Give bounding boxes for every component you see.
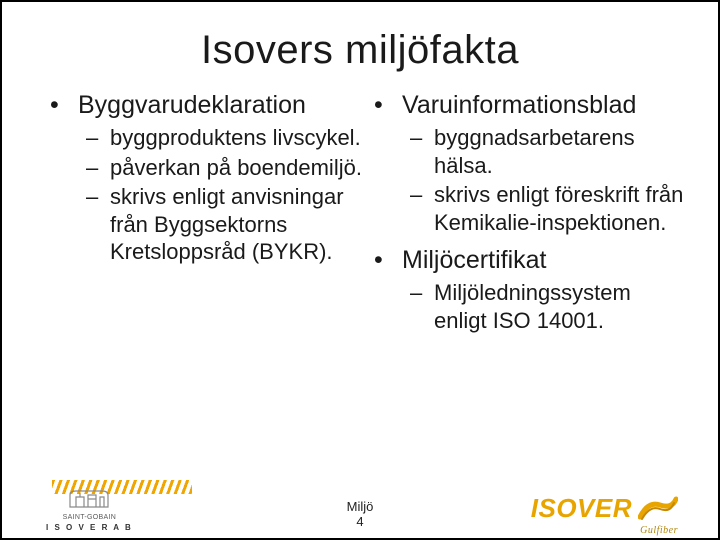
page-label: Miljö 4 xyxy=(347,500,374,530)
saint-gobain-logo: SAINT-GOBAIN I S O V E R A B xyxy=(46,487,133,532)
left-heading: Byggvarudeklaration byggproduktens livsc… xyxy=(50,91,364,266)
right-a-sublist: byggnadsarbetarens hälsa. skrivs enligt … xyxy=(402,124,688,236)
right-column: Varuinformationsblad byggnadsarbetarens … xyxy=(374,91,688,344)
left-item-0: byggproduktens livscykel. xyxy=(78,124,364,152)
right-b-heading: Miljöcertifikat Miljöledningssystem enli… xyxy=(374,246,688,334)
left-list: Byggvarudeklaration byggproduktens livsc… xyxy=(50,91,364,266)
content-area: Byggvarudeklaration byggproduktens livsc… xyxy=(2,91,718,344)
left-item-2: skrivs enligt anvisningar från Byggsekto… xyxy=(78,183,364,266)
isover-wordmark: ISOVER xyxy=(531,493,632,524)
saint-gobain-text: SAINT-GOBAIN xyxy=(63,514,116,521)
left-heading-text: Byggvarudeklaration xyxy=(78,91,306,119)
right-a-item-0: byggnadsarbetarens hälsa. xyxy=(402,124,688,179)
isover-ab-text: I S O V E R A B xyxy=(46,523,133,532)
right-b-heading-text: Miljöcertifikat xyxy=(402,246,546,274)
left-item-1: påverkan på boendemiljö. xyxy=(78,154,364,182)
left-sublist: byggproduktens livscykel. påverkan på bo… xyxy=(78,124,364,266)
slide-title: Isovers miljöfakta xyxy=(2,2,718,91)
gulfiber-text: Gulfiber xyxy=(640,525,678,536)
right-b-sublist: Miljöledningssystem enligt ISO 14001. xyxy=(402,279,688,334)
left-column: Byggvarudeklaration byggproduktens livsc… xyxy=(50,91,364,344)
right-a-item-1: skrivs enligt föreskrift från Kemikalie-… xyxy=(402,181,688,236)
isover-logo: ISOVER xyxy=(531,493,678,524)
right-list: Varuinformationsblad byggnadsarbetarens … xyxy=(374,91,688,334)
page-label-line1: Miljö xyxy=(347,500,374,515)
right-b-item-0: Miljöledningssystem enligt ISO 14001. xyxy=(402,279,688,334)
isover-swoosh-icon xyxy=(638,495,678,523)
right-a-heading: Varuinformationsblad byggnadsarbetarens … xyxy=(374,91,688,236)
slide-frame: Isovers miljöfakta Byggvarudeklaration b… xyxy=(0,0,720,540)
saint-gobain-badge-icon xyxy=(66,487,112,513)
right-a-heading-text: Varuinformationsblad xyxy=(402,91,636,119)
footer: SAINT-GOBAIN I S O V E R A B Miljö 4 ISO… xyxy=(2,476,718,538)
page-label-line2: 4 xyxy=(347,515,374,530)
